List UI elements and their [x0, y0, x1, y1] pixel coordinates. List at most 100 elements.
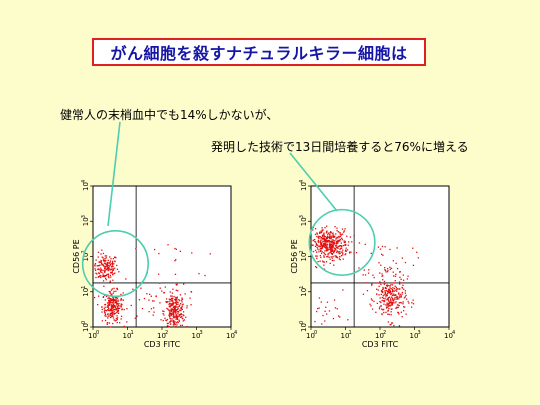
event-dot [103, 274, 105, 277]
event-dot [326, 230, 328, 232]
event-dot [322, 234, 324, 237]
event-dot [383, 308, 385, 311]
event-dot [174, 316, 176, 318]
event-dot [104, 275, 106, 278]
event-dot [183, 314, 185, 317]
event-dot [110, 276, 112, 278]
event-dot [386, 295, 388, 297]
event-dot [159, 282, 161, 284]
event-dot [322, 244, 324, 246]
event-dot [329, 232, 331, 234]
event-dot [175, 305, 177, 307]
event-dot [315, 244, 318, 246]
event-dot [162, 313, 164, 315]
event-dot [174, 299, 176, 301]
event-dot [118, 302, 120, 305]
event-dot [117, 309, 120, 312]
event-dot [101, 256, 103, 258]
event-dot [347, 319, 349, 321]
event-dot [176, 318, 178, 320]
event-dot [173, 324, 175, 326]
event-dot [403, 288, 405, 290]
event-dot [383, 311, 385, 314]
event-dot [115, 319, 117, 321]
event-dot [104, 299, 106, 301]
event-dot [178, 315, 180, 317]
event-dot [394, 298, 396, 300]
event-dot [95, 272, 97, 274]
event-dot [368, 269, 370, 271]
event-dot [392, 299, 394, 301]
event-dot [115, 290, 117, 292]
event-dot [333, 236, 336, 238]
event-dot [322, 240, 324, 242]
event-dot [148, 311, 150, 313]
event-dot [167, 308, 169, 310]
event-dot [389, 268, 391, 270]
event-dot [107, 263, 109, 265]
event-dot [396, 297, 399, 299]
event-dot [150, 295, 152, 297]
event-dot [322, 246, 324, 249]
event-dot [177, 290, 179, 292]
event-dot [340, 245, 343, 248]
event-dot [318, 249, 320, 251]
event-dot [175, 259, 177, 261]
event-dot [339, 259, 341, 261]
event-dot [323, 252, 325, 254]
event-dot [154, 248, 156, 251]
event-dot [177, 301, 179, 304]
event-dot [174, 316, 176, 319]
event-dot [314, 241, 316, 243]
event-dot [109, 314, 111, 316]
event-dot [328, 310, 331, 312]
event-dot [382, 279, 384, 281]
event-dot [364, 274, 367, 276]
event-dot [332, 232, 334, 234]
event-dot [376, 302, 378, 304]
event-dot [113, 290, 115, 292]
event-dot [390, 322, 393, 324]
event-dot [111, 264, 114, 266]
event-dot [392, 271, 394, 273]
event-dot [103, 275, 105, 278]
event-dot [398, 313, 400, 315]
event-dot [109, 316, 112, 319]
event-dot [105, 279, 107, 281]
event-dot [96, 273, 98, 275]
event-dot [111, 263, 113, 265]
event-dot [98, 272, 100, 275]
event-dot [175, 303, 178, 306]
event-dot [181, 324, 183, 326]
event-dot [190, 304, 192, 306]
event-dot [412, 247, 414, 249]
event-dot [111, 272, 113, 274]
y-tick-label: 10 [300, 217, 308, 226]
event-dot [329, 240, 332, 243]
event-dot [101, 269, 103, 271]
event-dot [386, 285, 388, 288]
event-dot [340, 234, 342, 236]
event-dot [163, 310, 165, 313]
event-dot [173, 310, 175, 312]
event-dot [165, 298, 168, 300]
event-dot [315, 266, 317, 268]
event-dot [161, 290, 163, 292]
event-dot [327, 246, 329, 248]
event-dot [171, 311, 173, 313]
event-dot [98, 268, 100, 270]
event-dot [111, 265, 113, 267]
event-dot [113, 299, 116, 301]
event-dot [179, 314, 182, 316]
event-dot [104, 257, 106, 260]
event-dot [317, 236, 319, 238]
event-dot [173, 317, 175, 319]
event-dot [107, 322, 109, 324]
event-dot [330, 251, 332, 253]
event-dot [316, 235, 318, 238]
event-dot [112, 269, 115, 271]
x-tick-exponent: 1 [349, 330, 352, 336]
event-dot [318, 237, 320, 239]
y-tick-group: 103 [81, 215, 90, 226]
event-dot [121, 299, 123, 301]
